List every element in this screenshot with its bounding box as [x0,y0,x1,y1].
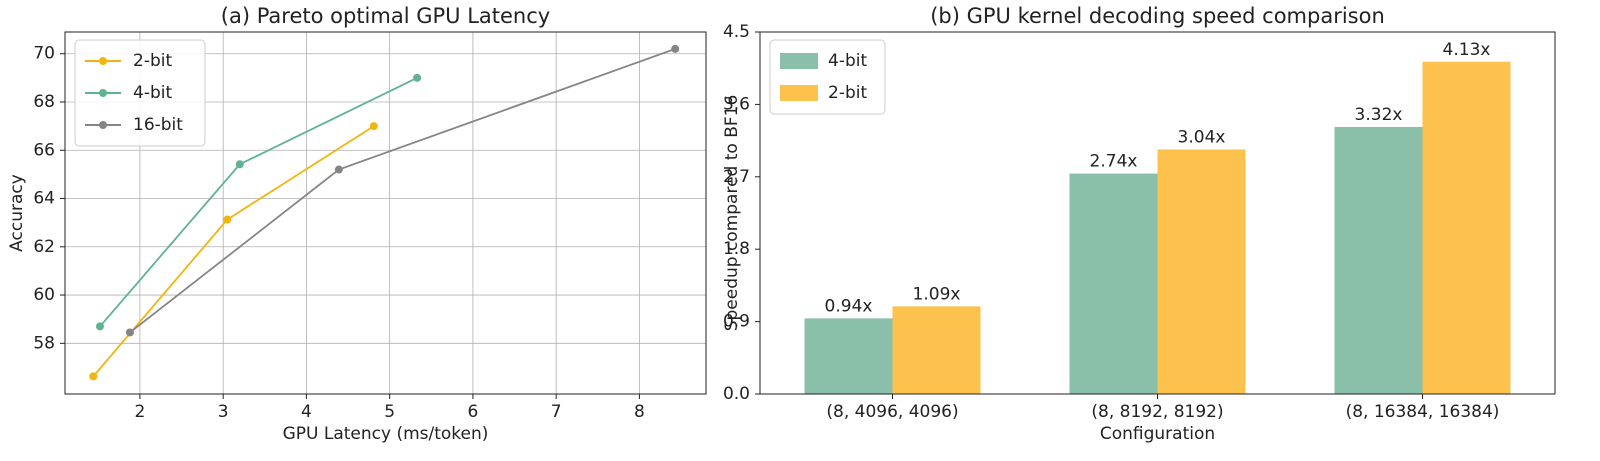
y-tick-label: 58 [33,333,55,353]
legend-swatch [780,85,818,101]
x-tick-label: 6 [467,402,478,422]
data-point [334,165,343,174]
y-tick-label: 66 [33,140,55,160]
x-tick-label: 4 [301,402,312,422]
x-tick-label: 2 [135,402,146,422]
data-point [671,44,680,53]
y-tick-label: 62 [33,237,55,257]
value-label: 3.32x [1355,105,1403,125]
legend: 2-bit 4-bit 16-bit [74,39,206,147]
chart-title: (a) Pareto optimal GPU Latency [221,4,550,28]
y-tick-label: 64 [33,189,55,209]
bar [1334,126,1423,395]
legend-label: 4-bit [828,51,867,71]
x-axis-label: GPU Latency (ms/token) [283,424,489,444]
data-point [369,122,378,131]
data-point [89,372,98,381]
legend-swatch [99,89,107,97]
legend: 4-bit 2-bit [769,39,886,115]
legend-label: 2-bit [828,83,867,103]
bar [1422,61,1511,395]
y-tick-label: 3.6 [723,94,750,114]
data-point [413,73,422,82]
value-label: 2.74x [1090,152,1138,172]
x-tick-label: 5 [384,402,395,422]
x-axis-label: Configuration [1100,424,1215,444]
value-label: 3.04x [1178,127,1226,147]
plot-frame [64,31,707,395]
y-tick-label: 1.8 [723,239,750,259]
x-tick-label: 7 [551,402,562,422]
bar [804,318,893,394]
y-tick-label: 0.0 [723,384,750,404]
bar [1157,149,1246,394]
y-axis-label: Accuracy [7,174,27,252]
data-point [95,322,104,331]
plot-frame [759,31,1556,395]
legend-label: 4-bit [133,83,172,103]
legend-frame [74,39,206,147]
legend-label: 2-bit [133,51,172,71]
bar [892,306,981,394]
y-tick-label: 4.5 [723,22,750,42]
legend-swatch [99,121,107,129]
value-label: 4.13x [1443,40,1491,60]
data-point [125,328,134,337]
legend-label: 16-bit [133,115,183,135]
y-tick-label: 2.7 [723,167,750,187]
x-tick-label: 8 [634,402,645,422]
x-tick-label: (8, 4096, 4096) [826,402,958,422]
bar [1069,173,1158,394]
data-point [223,215,232,224]
legend-swatch [780,53,818,69]
y-tick-label: 70 [33,44,55,64]
value-label: 1.09x [913,284,961,304]
x-tick-label: 3 [218,402,229,422]
y-axis-label: Speedup compared to BF16 [722,95,742,332]
y-tick-label: 68 [33,92,55,112]
legend-swatch [99,57,107,65]
series-line [129,48,676,334]
y-tick-label: 0.9 [723,312,750,332]
x-tick-label: (8, 16384, 16384) [1346,402,1500,422]
y-tick-label: 60 [33,285,55,305]
chart-title: (b) GPU kernel decoding speed comparison [930,4,1385,28]
data-point [235,160,244,169]
value-label: 0.94x [825,296,873,316]
x-tick-label: (8, 8192, 8192) [1091,402,1223,422]
